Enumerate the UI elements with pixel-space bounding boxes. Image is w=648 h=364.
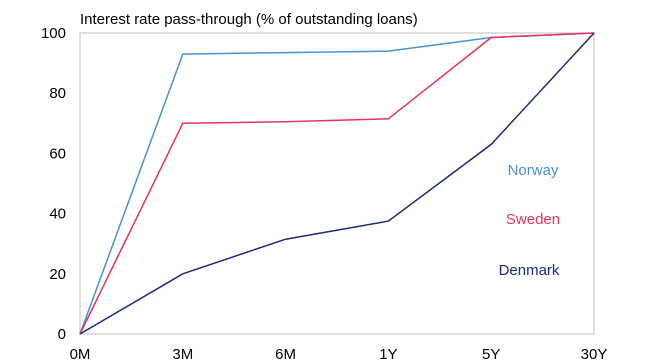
x-tick-label: 3M [172, 346, 193, 363]
series-labels: Norway Sweden Denmark [499, 162, 561, 279]
x-tick-label: 1Y [379, 346, 397, 363]
x-axis: 0M 3M 6M 1Y 5Y 30Y [70, 346, 608, 363]
series-line-sweden [79, 32, 595, 335]
y-axis: 0 20 40 60 80 100 [41, 25, 66, 343]
x-tick-label: 30Y [581, 346, 608, 363]
x-tick-label: 0M [70, 346, 91, 363]
series-lines [79, 32, 595, 335]
x-tick-label: 5Y [482, 346, 500, 363]
plot-area [79, 32, 595, 335]
chart-title: Interest rate pass-through (% of outstan… [80, 11, 418, 28]
y-tick-label: 20 [49, 266, 66, 283]
x-tick-label: 6M [275, 346, 296, 363]
series-label-sweden: Sweden [506, 211, 560, 228]
series-label-denmark: Denmark [499, 262, 560, 279]
series-line-denmark [79, 32, 595, 335]
y-tick-label: 100 [41, 25, 66, 42]
y-tick-label: 80 [49, 85, 66, 102]
y-tick-label: 60 [49, 145, 66, 162]
series-label-norway: Norway [508, 162, 559, 179]
y-tick-label: 40 [49, 206, 66, 223]
y-tick-label: 0 [58, 326, 66, 343]
